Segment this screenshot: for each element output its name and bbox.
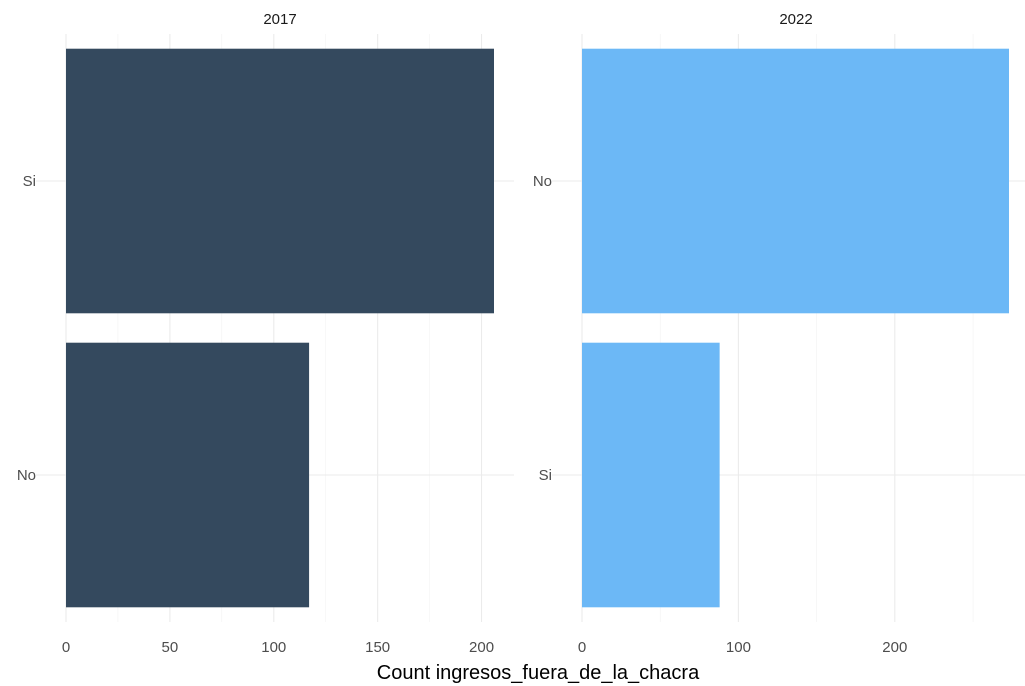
x-tick-label: 200 [882,639,907,656]
y-tick-label: Si [23,173,36,190]
x-tick-label: 100 [726,639,751,656]
bar [582,342,720,608]
x-tick-label: 0 [578,639,586,656]
x-tick-label: 100 [261,639,286,656]
y-tick-label: No [533,173,552,190]
y-tick-label: Si [539,467,552,484]
y-tick-label: No [17,467,36,484]
x-tick-label: 0 [62,639,70,656]
panel-title: 2017 [263,11,296,28]
bar [66,342,310,608]
panel-2017: 2017 0 50 100 150 200 Si No [17,11,514,656]
x-axis-title: Count ingresos_fuera_de_la_chacra [377,662,700,684]
panel-2022: 2022 0 100 200 No Si [533,11,1025,656]
x-tick-label: 50 [162,639,179,656]
bar [582,48,1009,314]
bar [66,48,494,314]
x-tick-label: 200 [469,639,494,656]
x-tick-label: 150 [365,639,390,656]
panel-title: 2022 [779,11,812,28]
